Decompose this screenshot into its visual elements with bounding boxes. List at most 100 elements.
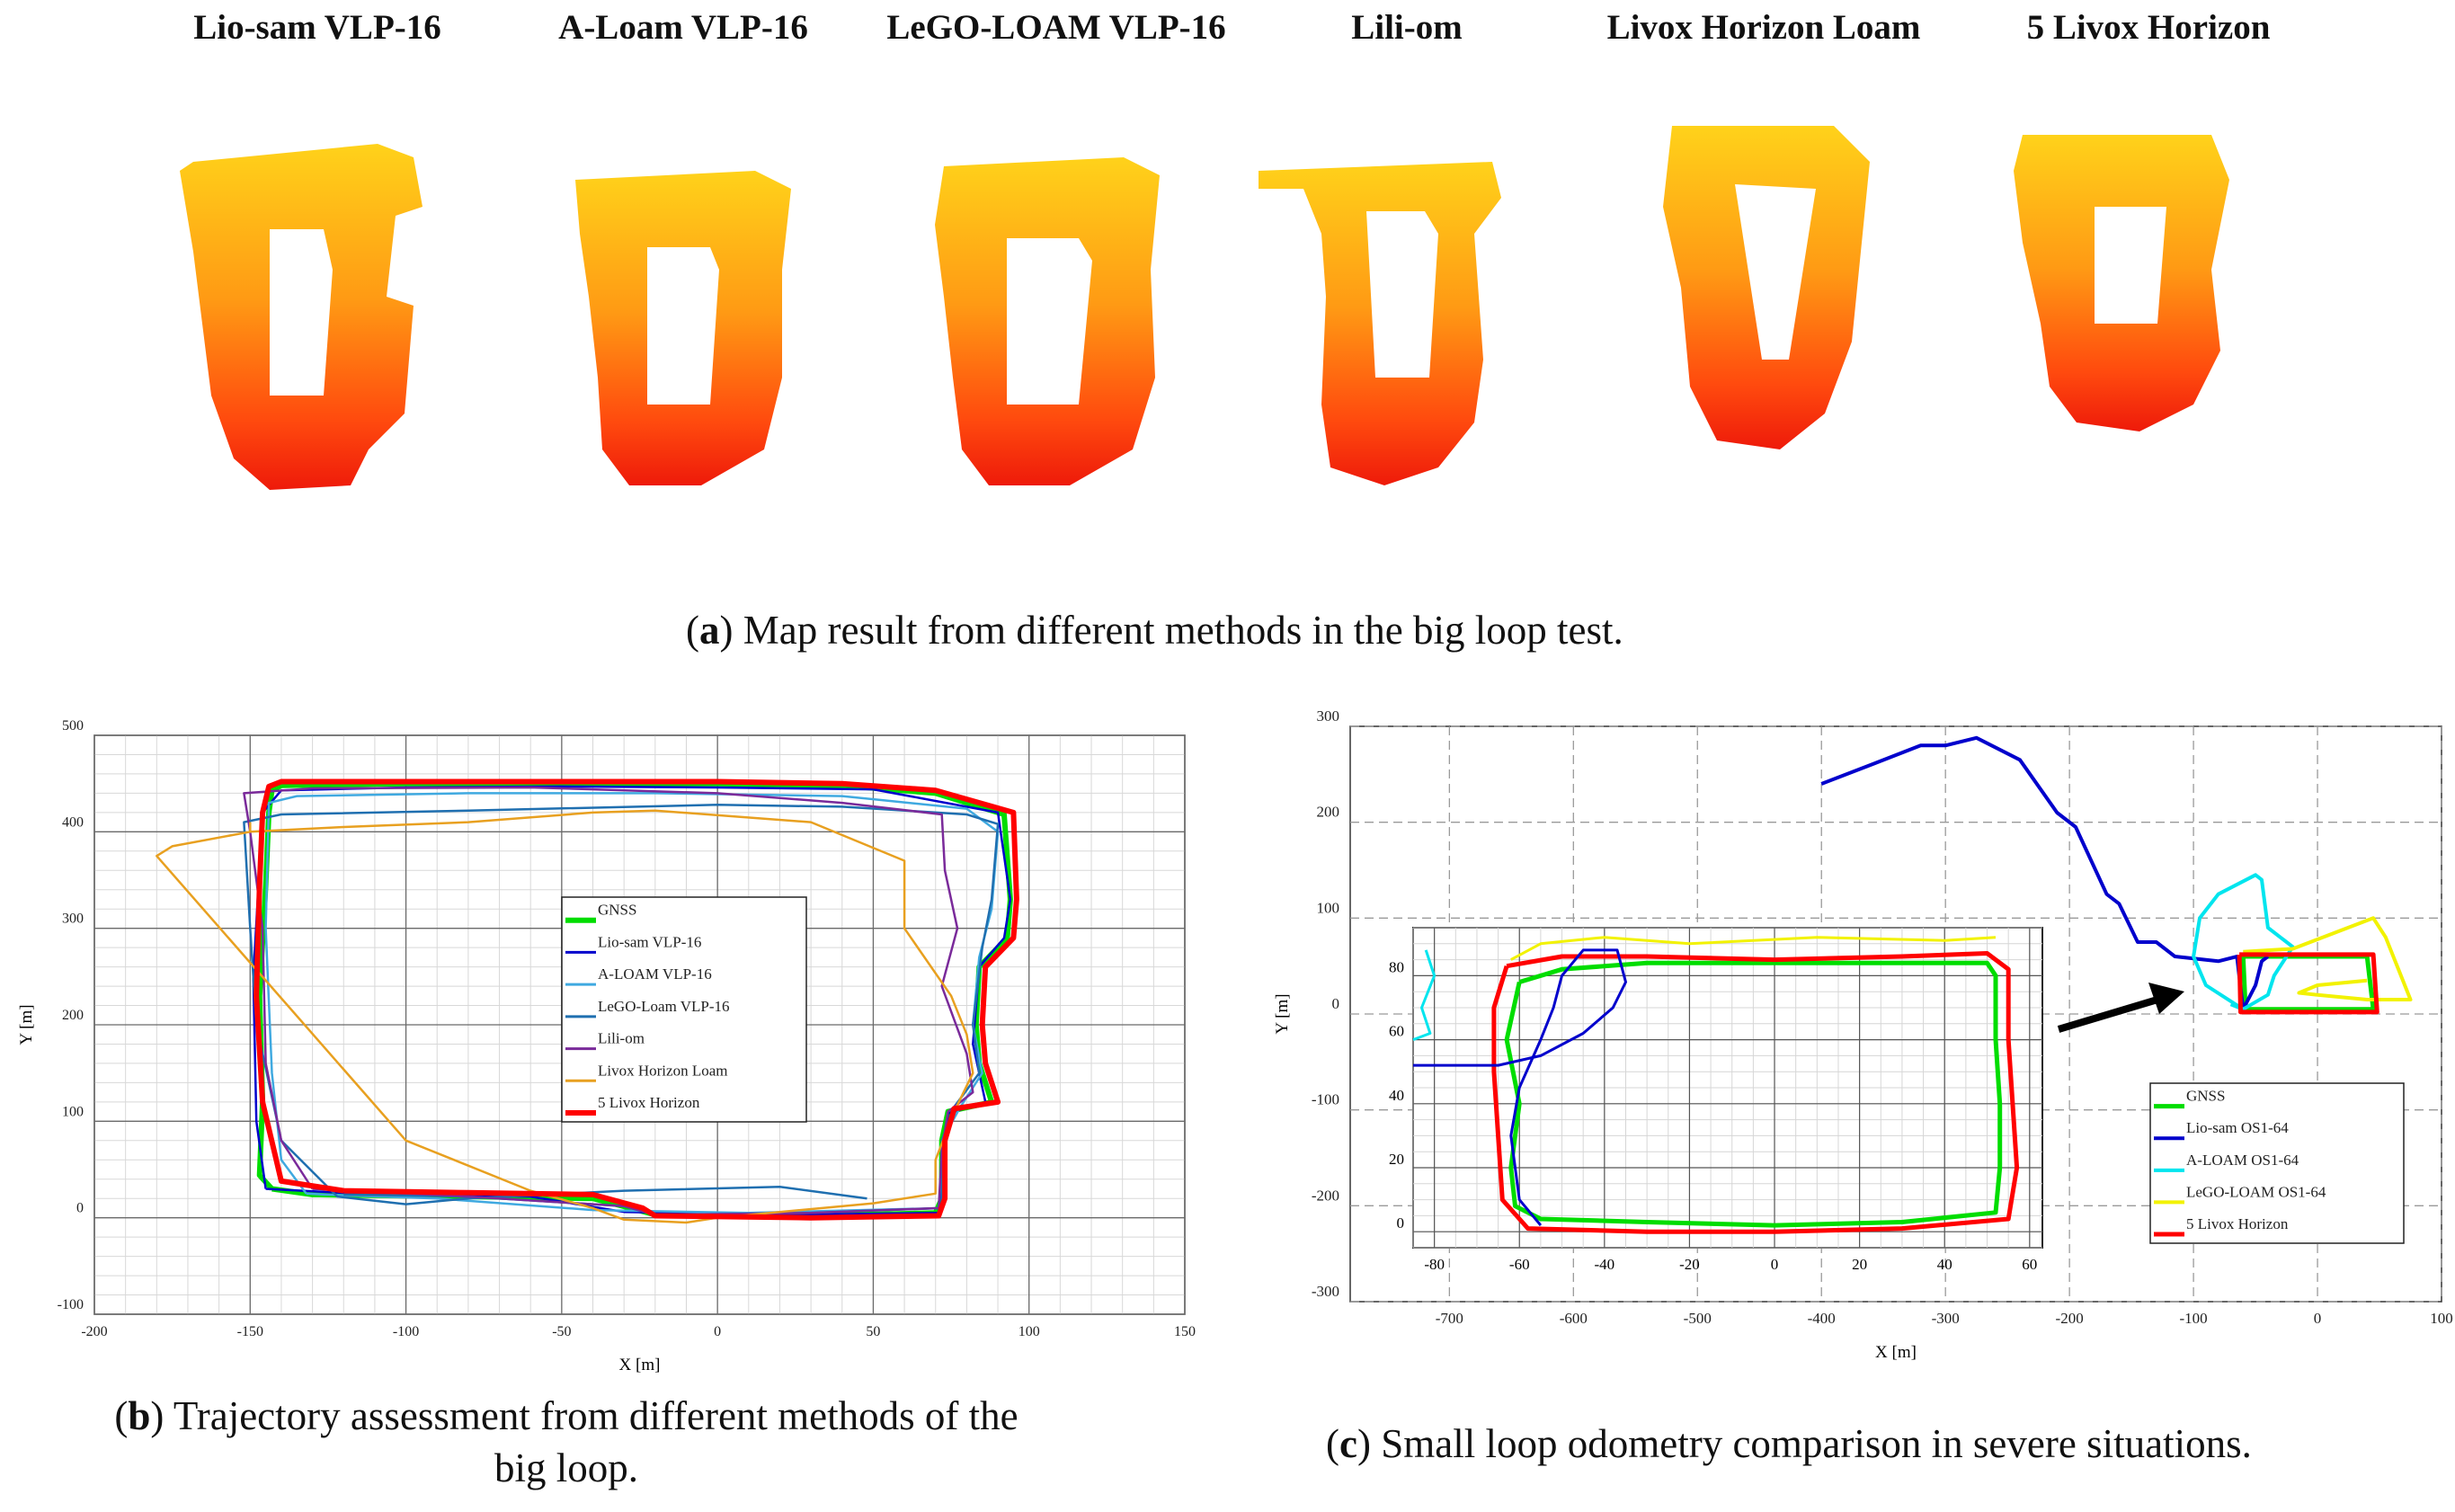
- chart-c-inset-series-1: [1491, 951, 2020, 1234]
- chart-c-xtick-label: -600: [1560, 1310, 1588, 1327]
- chart-b-ytick-label: 500: [62, 718, 84, 734]
- map-lio-sam: [180, 144, 423, 490]
- chart-c-ytick-label: -100: [1312, 1091, 1339, 1108]
- chart-b-ytick-label: -100: [58, 1297, 84, 1312]
- chart-c-xtick-label: 0: [2314, 1310, 2322, 1327]
- caption-b-letter: b: [128, 1393, 151, 1438]
- caption-b-line2: big loop.: [494, 1445, 638, 1490]
- chart-c-series-4: [2237, 952, 2379, 1015]
- chart-c-series-2: [2192, 873, 2295, 1011]
- caption-a-letter: a: [699, 608, 720, 653]
- chart-c-legend-label: GNSS: [2186, 1088, 2225, 1105]
- chart-b-xtick-label: 150: [1174, 1324, 1196, 1339]
- chart-b-xtick-label: 50: [866, 1324, 880, 1339]
- chart-c-ytick-label: 300: [1317, 707, 1340, 725]
- chart-c-series-3: [2243, 916, 2413, 1001]
- chart-c-inset-ytick-label: 20: [1389, 1151, 1404, 1168]
- chart-b-xtick-label: -50: [552, 1324, 571, 1339]
- chart-c-inset-xtick-label: 40: [1937, 1256, 1952, 1273]
- chart-c-legend-label: LeGO-LOAM OS1-64: [2186, 1183, 2326, 1200]
- chart-b: -200 -150 -100 -50 0 50 100 150 -100 0 100 200 300 40…: [17, 718, 1196, 1374]
- chart-c-xtick-label: -400: [1808, 1310, 1836, 1327]
- map-livox-horizon-loam: [1663, 126, 1870, 449]
- chart-b-legend-label: Lio-sam VLP-16: [598, 933, 701, 950]
- chart-b-ytick-label: 400: [62, 814, 84, 830]
- caption-a-text: Map result from different methods in the…: [743, 608, 1623, 653]
- chart-c-ytick-label: -200: [1312, 1187, 1339, 1204]
- map-title-lego-loam: LeGO-LOAM VLP-16: [886, 8, 1226, 47]
- caption-c-letter: c: [1339, 1421, 1357, 1466]
- chart-b-legend: [561, 896, 807, 1123]
- chart-c-xtick-label: -300: [1932, 1310, 1960, 1327]
- caption-b: (b) Trajectory assessment from different…: [114, 1393, 1018, 1490]
- chart-c-inset-series-0: [1504, 960, 2003, 1228]
- chart-b-xtick-label: 0: [714, 1324, 721, 1339]
- chart-c-xtick-label: 100: [2430, 1310, 2453, 1327]
- chart-c-legend-label: 5 Livox Horizon: [2186, 1215, 2289, 1232]
- chart-c-inset-ytick-label: 60: [1389, 1023, 1404, 1040]
- chart-b-series-5: [156, 809, 974, 1224]
- chart-c-inset-xtick-label: -20: [1679, 1256, 1700, 1273]
- chart-c-xtick-label: -500: [1684, 1310, 1712, 1327]
- chart-c-ytick-label: 0: [1332, 995, 1340, 1012]
- chart-b-legend-label: 5 Livox Horizon: [598, 1094, 700, 1111]
- chart-b-series-2: [264, 792, 1000, 1214]
- caption-b-line1: Trajectory assessment from different met…: [173, 1393, 1018, 1438]
- chart-b-legend-label: LeGO-Loam VLP-16: [598, 998, 730, 1015]
- map-title-lili-om: Lili-om: [1351, 8, 1463, 47]
- chart-b-legend-label: A-LOAM VLP-16: [598, 965, 712, 983]
- chart-c-legend-label: A-LOAM OS1-64: [2186, 1152, 2299, 1169]
- chart-c-inset-xtick-label: 60: [2022, 1256, 2037, 1273]
- point-cloud-maps: [180, 126, 2229, 490]
- chart-c-inset-xtick-label: -80: [1424, 1256, 1445, 1273]
- chart-c-inset-xtick-label: 20: [1852, 1256, 1867, 1273]
- chart-c-ytick-label: -300: [1312, 1283, 1339, 1300]
- chart-b-xtick-label: -100: [393, 1324, 419, 1339]
- chart-c-inset-ytick-label: 40: [1389, 1087, 1404, 1104]
- map-lego-loam: [935, 157, 1160, 485]
- map-a-loam: [575, 171, 791, 485]
- chart-b-series-6: [254, 778, 1019, 1221]
- chart-c-inset-series-2: [1413, 948, 1627, 1227]
- chart-c-ytick-label: 200: [1317, 804, 1340, 821]
- chart-c-ytick-label: 100: [1317, 899, 1340, 916]
- map-title-a-loam: A-Loam VLP-16: [558, 8, 808, 47]
- chart-b-xtick-label: -150: [237, 1324, 263, 1339]
- map-lili-om: [1259, 162, 1501, 485]
- chart-b-series-4: [243, 786, 974, 1216]
- chart-c-xlabel: X [m]: [1875, 1343, 1917, 1362]
- chart-c-ylabel: Y [m]: [1273, 993, 1292, 1034]
- chart-c-inset-xtick-label: 0: [1771, 1256, 1779, 1273]
- chart-c-arrow-shaft: [2057, 996, 2159, 1033]
- chart-b-xlabel: X [m]: [619, 1356, 661, 1374]
- chart-b-ytick-label: 200: [62, 1008, 84, 1023]
- map-title-5-livox-horizon: 5 Livox Horizon: [2026, 8, 2271, 47]
- chart-b-ytick-label: 100: [62, 1104, 84, 1119]
- chart-b-ytick-label: 300: [62, 912, 84, 927]
- chart-c-legend-label: Lio-sam OS1-64: [2186, 1119, 2289, 1136]
- chart-b-ylabel: Y [m]: [17, 1004, 36, 1045]
- chart-c-legend: [2149, 1082, 2405, 1244]
- chart-c-inset-ytick-label: 0: [1397, 1214, 1405, 1232]
- chart-b-xtick-label: -200: [81, 1324, 107, 1339]
- chart-b-ytick-label: 0: [76, 1201, 84, 1216]
- caption-a: (a) Map result from different methods in…: [686, 608, 1623, 653]
- chart-b-legend-label: Livox Horizon Loam: [598, 1062, 727, 1079]
- map-title-lio-sam: Lio-sam VLP-16: [193, 8, 441, 47]
- chart-c-inset-series-4: [1510, 936, 1997, 961]
- chart-c-inset-ytick-label: 80: [1389, 958, 1404, 975]
- chart-c-arrow-head: [2148, 983, 2184, 1014]
- chart-c-xtick-label: -100: [2180, 1310, 2208, 1327]
- chart-c-inset-xtick-label: -40: [1595, 1256, 1615, 1273]
- chart-c-xtick-label: -700: [1436, 1310, 1463, 1327]
- chart-c-inset-series-3: [1412, 949, 1437, 1042]
- chart-c-xtick-label: -200: [2056, 1310, 2084, 1327]
- caption-c: (c) Small loop odometry comparison in se…: [1326, 1421, 2252, 1466]
- chart-b-xtick-label: 100: [1018, 1324, 1040, 1339]
- map-title-livox-horizon-loam: Livox Horizon Loam: [1606, 8, 1921, 47]
- map-5-livox-horizon: [2014, 135, 2229, 431]
- chart-c: -700 -600 -500 -400 -300 -200 -100 0 100-300-200…: [1273, 707, 2453, 1362]
- chart-b-legend-label: Lili-om: [598, 1030, 645, 1047]
- chart-b-legend-label: GNSS: [598, 902, 636, 919]
- chart-c-inset-xtick-label: -60: [1509, 1256, 1530, 1273]
